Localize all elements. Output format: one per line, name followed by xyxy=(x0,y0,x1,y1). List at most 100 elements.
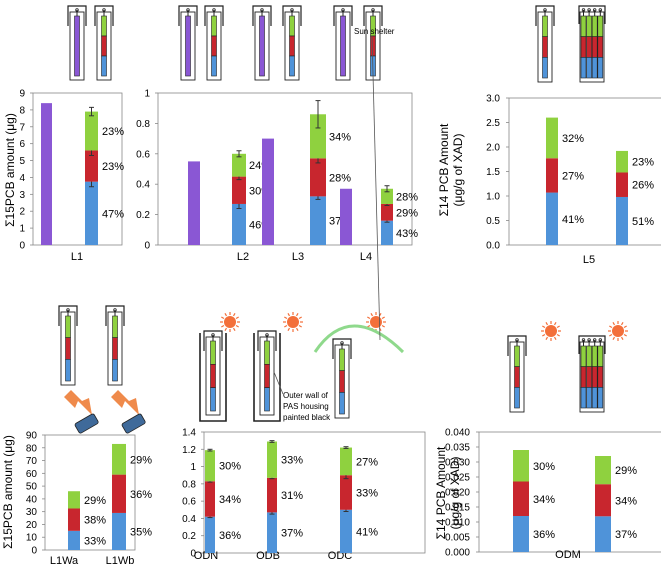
percent-label: 43% xyxy=(396,228,418,240)
sun-ray xyxy=(609,325,613,329)
sun-ray xyxy=(623,325,627,329)
y-tick-label: 0.6 xyxy=(182,497,196,508)
hanger-hook xyxy=(211,333,215,337)
category-label: ODM xyxy=(555,549,581,561)
y-tick-label: 1.2 xyxy=(182,445,196,456)
sun-ray xyxy=(609,333,613,337)
bar-l4-4 xyxy=(340,188,352,245)
percent-label: 41% xyxy=(356,526,378,538)
bar-segment xyxy=(267,477,277,513)
sun-ray xyxy=(224,327,228,331)
bar-segment xyxy=(595,516,611,552)
y-tick-label: 0.010 xyxy=(445,518,470,529)
sun-ray xyxy=(221,316,225,320)
sun-ray xyxy=(287,327,291,331)
sampler-shell xyxy=(579,11,605,83)
percent-label: 34% xyxy=(219,494,241,506)
sun-ray xyxy=(612,336,616,340)
sorbent-segment-middle xyxy=(264,364,270,388)
housing-bracket xyxy=(507,335,527,356)
sun-ray xyxy=(545,336,549,340)
sorbent-segment-top xyxy=(101,15,107,37)
y-tick-label: 0 xyxy=(144,241,150,252)
sorbent-segment-top xyxy=(580,15,587,37)
y-tick-label: 9 xyxy=(19,89,25,100)
sun-ray xyxy=(295,327,299,331)
bar-odm-1: 37% 34% 29% xyxy=(595,456,637,552)
percent-label: 36% xyxy=(533,529,555,541)
hanger-hook xyxy=(265,333,269,337)
y-tick-label: 50 xyxy=(26,482,38,493)
bar-segment xyxy=(595,484,611,517)
bar-l1-0 xyxy=(41,103,52,245)
pas-sampler xyxy=(507,335,527,413)
hanger-hook xyxy=(290,8,294,12)
hanger-hook xyxy=(340,341,344,345)
bar-segment xyxy=(340,475,352,510)
sorbent-segment-bottom xyxy=(210,387,216,412)
bar-segment xyxy=(68,508,80,531)
sun-ray xyxy=(381,316,385,320)
category-label: L1Wa xyxy=(50,555,79,567)
sun-ray xyxy=(556,333,560,337)
y-tick-label: 0.6 xyxy=(136,149,150,160)
pas-sampler xyxy=(252,5,272,81)
bar-l4-5: 43% 29% 28% xyxy=(381,185,418,245)
sorbent-segment-top xyxy=(112,315,118,338)
percent-label: 27% xyxy=(562,170,584,182)
bar-segment xyxy=(205,481,215,517)
bar-segment xyxy=(513,450,529,482)
pas-sampler-multi xyxy=(578,335,606,413)
sun-ray xyxy=(295,313,299,317)
percent-label: 33% xyxy=(84,535,106,547)
category-label: L3 xyxy=(292,251,304,263)
y-tick-label: 0.005 xyxy=(445,533,470,544)
sun-icon xyxy=(283,312,303,332)
housing-bracket xyxy=(204,5,224,26)
sorbent-segment-bottom xyxy=(339,392,345,415)
pas-sampler xyxy=(94,5,114,81)
bar-odb-1: 37% 31% 33% xyxy=(267,440,303,553)
y-tick-label: 2 xyxy=(19,207,25,218)
bar-l1wa-0: 33% 38% 29% xyxy=(68,491,106,550)
sun-ray xyxy=(298,316,302,320)
bar-segment xyxy=(267,441,277,478)
hanger-hook xyxy=(102,8,106,12)
y-tick-label: 7 xyxy=(19,122,25,133)
sorbent-segment-bottom xyxy=(542,57,548,79)
bar-segment xyxy=(616,196,628,245)
y-tick-label: 0.2 xyxy=(136,210,150,221)
hanger-hook xyxy=(371,8,375,12)
y-tick-label: 0 xyxy=(19,241,25,252)
chart-odm: 0.000 0.005 0.010 0.015 0.020 0.025 0.030 0.035… xyxy=(434,428,661,561)
plot-frame xyxy=(32,92,123,246)
sorbent-segment-bottom xyxy=(597,387,604,409)
y-tick-label: 60 xyxy=(26,469,38,480)
sun-ray xyxy=(545,322,549,326)
arrow-icon xyxy=(64,390,92,415)
bar-segment xyxy=(112,512,126,550)
sorbent-segment-bottom xyxy=(591,57,598,79)
pas-sampler xyxy=(253,330,281,422)
housing-bracket xyxy=(363,5,383,26)
hanger-hook xyxy=(543,8,547,12)
percent-label: 31% xyxy=(281,490,303,502)
percent-label: 33% xyxy=(281,455,303,467)
housing-bracket xyxy=(94,5,114,26)
bar-l2-0 xyxy=(188,161,200,245)
pas-sampler xyxy=(333,5,353,81)
y-tick-label: 1 xyxy=(144,89,150,100)
sorbent-segment-top xyxy=(586,345,592,367)
bar-segment xyxy=(616,150,628,173)
sorbent-segment-top xyxy=(264,340,270,365)
category-label: L5 xyxy=(583,254,595,266)
sun-shelter-arc xyxy=(313,324,405,354)
hanger-hook xyxy=(212,8,216,12)
y-tick-label: 0.0 xyxy=(486,241,500,252)
bar-l5-0: 41% 27% 32% xyxy=(546,117,584,245)
pas-sampler xyxy=(535,5,555,83)
bar-segment xyxy=(546,158,558,193)
y-tick-label: 8 xyxy=(19,105,25,116)
sun-ray xyxy=(612,322,616,326)
